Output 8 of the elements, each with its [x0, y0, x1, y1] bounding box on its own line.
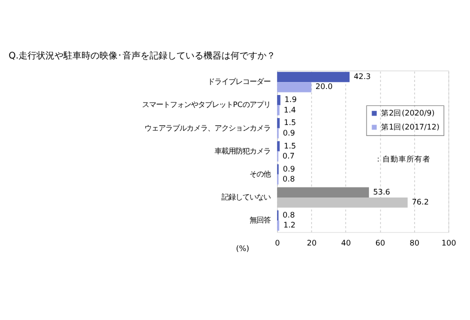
bar	[277, 118, 280, 128]
bar	[277, 141, 280, 152]
bar	[277, 94, 280, 106]
bar	[277, 187, 369, 198]
bar	[277, 105, 280, 116]
bar	[277, 72, 350, 82]
text: Q.走行状況や駐車時の映像･音声を記録している機器は何ですか？	[8, 50, 276, 62]
bar	[277, 82, 312, 92]
